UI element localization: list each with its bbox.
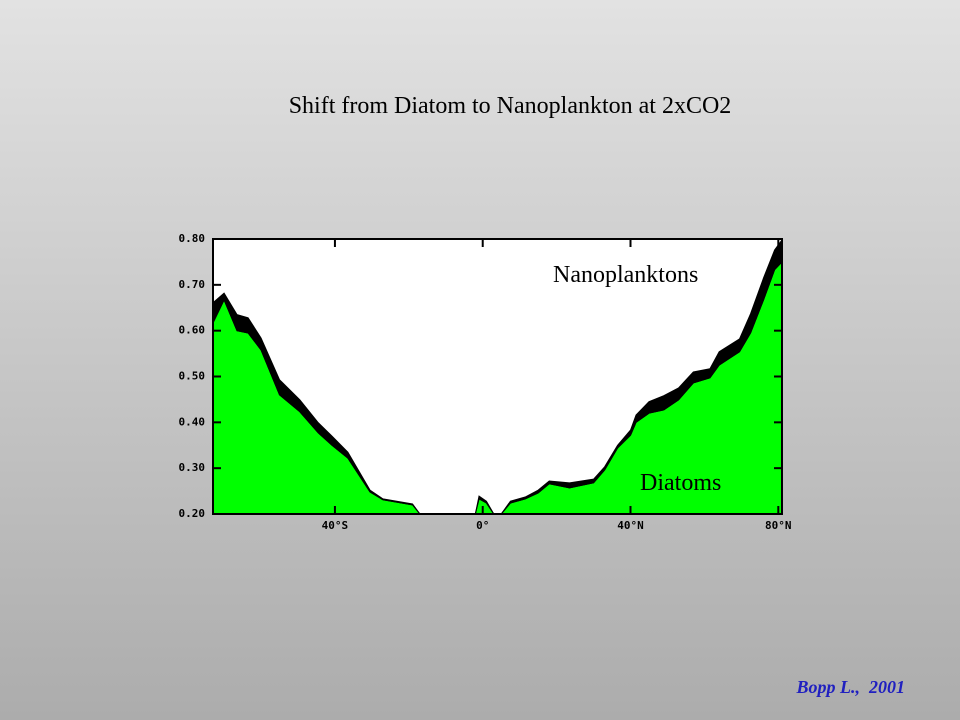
y-tick-label: 0.80 [179, 232, 206, 245]
chart-title: Shift from Diatom to Nanoplankton at 2xC… [289, 93, 732, 119]
x-tick-label: 40°N [617, 519, 644, 532]
y-tick-label: 0.20 [179, 507, 206, 520]
footer: Bopp L., 2001 [795, 677, 905, 697]
x-tick-label: 40°S [322, 519, 349, 532]
y-tick-label: 0.40 [179, 415, 206, 428]
y-tick-label: 0.50 [179, 370, 206, 383]
x-tick-label: 80°N [765, 519, 792, 532]
series-label: Nanoplanktons [553, 262, 698, 288]
x-tick-label: 0° [476, 519, 489, 532]
y-tick-label: 0.70 [179, 278, 206, 291]
series-label: Diatoms [640, 470, 721, 496]
y-tick-label: 0.60 [179, 324, 206, 337]
y-tick-label: 0.30 [179, 461, 206, 474]
